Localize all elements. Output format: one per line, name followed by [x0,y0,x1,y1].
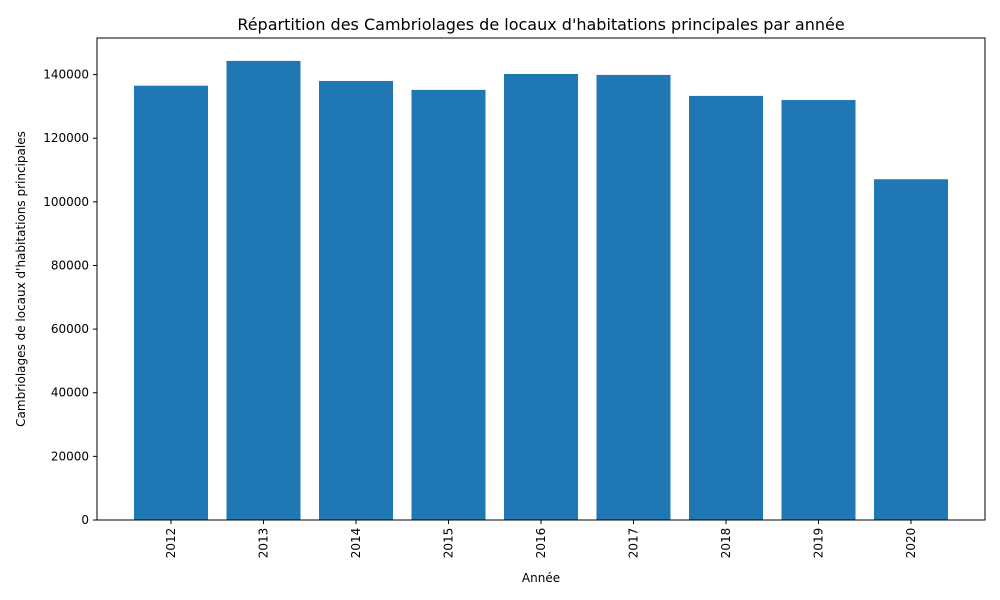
y-axis-label: Cambriolages de locaux d'habitations pri… [14,131,28,427]
bar-2018 [689,95,763,521]
bar-2013 [226,60,301,521]
bars [134,60,948,521]
y-tick-label-20000: 20000 [51,449,89,463]
bar-2019 [781,100,856,520]
x-tick-label-2019: 2019 [812,528,826,559]
bar-2017 [596,74,671,520]
y-axis: 0 20000 40000 60000 80000 100000 120000 140000 [43,68,97,527]
chart-title: Répartition des Cambriolages de locaux d… [237,15,844,34]
bar-2014 [319,80,393,520]
y-tick-label-0: 0 [81,513,89,527]
bar-2016 [504,73,578,520]
x-tick-label-2020: 2020 [904,528,918,559]
x-tick-label-2018: 2018 [719,528,733,559]
x-tick-label-2015: 2015 [442,528,456,559]
plot-frame [96,37,986,521]
y-tick-label-60000: 60000 [51,322,89,336]
y-tick-label-80000: 80000 [51,258,89,272]
x-tick-label-2012: 2012 [164,528,178,559]
x-tick-label-2017: 2017 [627,528,641,559]
x-tick-label-2013: 2013 [257,528,271,559]
x-axis: 2012 2013 2014 2015 2016 2017 2018 2019 2020 [164,520,918,558]
bar-2020 [874,179,948,520]
x-tick-label-2014: 2014 [349,528,363,559]
y-tick-label-120000: 120000 [43,131,89,145]
y-tick-label-40000: 40000 [51,386,89,400]
y-tick-label-100000: 100000 [43,195,89,209]
x-axis-label: Année [522,571,560,585]
bar-2015 [411,89,486,520]
bar-2012 [134,85,208,520]
y-tick-label-140000: 140000 [43,68,89,82]
x-tick-label-2016: 2016 [534,528,548,559]
